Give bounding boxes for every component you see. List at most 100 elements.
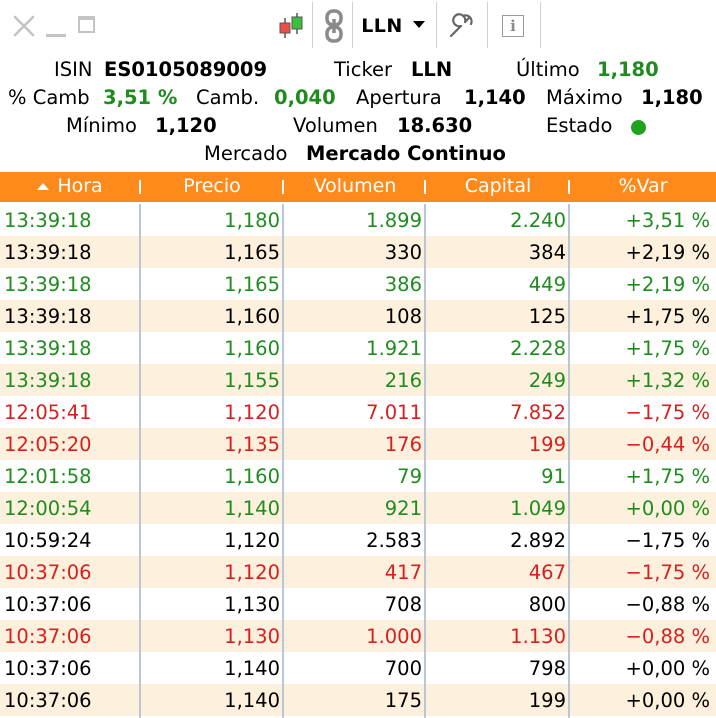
wrench-icon[interactable]	[440, 0, 482, 52]
cell-pct-var: +0,00 %	[625, 497, 710, 520]
cell-capital: 1.049	[510, 497, 566, 520]
change-value: 0,040	[274, 86, 336, 109]
cell-volume: 7.011	[366, 401, 422, 424]
cell-price: 1,140	[224, 689, 280, 712]
cell-volume: 176	[384, 433, 422, 456]
toolbar-separator	[436, 2, 437, 48]
mercado-value: Mercado Continuo	[306, 142, 506, 165]
sort-ascending-icon	[37, 183, 50, 190]
cell-capital: 2.228	[510, 337, 566, 360]
cell-capital: 199	[528, 433, 566, 456]
header-separator	[282, 180, 284, 194]
table-row[interactable]: 12:05:20 1,135 176 199 −0,44 %	[0, 428, 716, 460]
column-header-precio[interactable]: Precio	[142, 172, 282, 202]
table-row[interactable]: 12:01:58 1,160 79 91 +1,75 %	[0, 460, 716, 492]
cell-price: 1,155	[224, 369, 280, 392]
isin-label: ISIN	[54, 58, 93, 81]
cell-time: 13:39:18	[4, 209, 92, 232]
cell-capital: 125	[528, 305, 566, 328]
toolbar-separator	[312, 2, 313, 48]
table-row[interactable]: 10:37:06 1,130 1.000 1.130 −0,88 %	[0, 620, 716, 652]
table-row[interactable]: 10:37:06 1,120 417 467 −1,75 %	[0, 556, 716, 588]
pct-change-value: 3,51 %	[103, 86, 178, 109]
cell-volume: 417	[384, 561, 422, 584]
column-header-hora-label: Hora	[57, 175, 103, 197]
volumen-value: 18.630	[397, 114, 473, 137]
cell-pct-var: +1,75 %	[625, 465, 710, 488]
cell-price: 1,120	[224, 401, 280, 424]
column-header-capital[interactable]: Capital	[426, 172, 570, 202]
cell-price: 1,165	[224, 241, 280, 264]
info-icon[interactable]: i	[490, 0, 536, 52]
cell-pct-var: −0,88 %	[625, 593, 710, 616]
column-header-volumen[interactable]: Volumen	[284, 172, 426, 202]
table-row[interactable]: 13:39:18 1,160 1.921 2.228 +1,75 %	[0, 332, 716, 364]
table-row[interactable]: 13:39:18 1,180 1.899 2.240 +3,51 %	[0, 204, 716, 236]
column-header-hora[interactable]: Hora	[0, 172, 140, 202]
table-row[interactable]: 12:05:41 1,120 7.011 7.852 −1,75 %	[0, 396, 716, 428]
cell-pct-var: −0,44 %	[625, 433, 710, 456]
cell-volume: 708	[384, 593, 422, 616]
cell-volume: 921	[384, 497, 422, 520]
table-row[interactable]: 10:37:06 1,130 708 800 −0,88 %	[0, 588, 716, 620]
summary-row-1: ISIN ES0105089009 Ticker LLN Último 1,18…	[0, 58, 716, 84]
cell-capital: 91	[541, 465, 566, 488]
cell-price: 1,160	[224, 305, 280, 328]
table-row[interactable]: 10:37:06 1,140 175 199 +0,00 %	[0, 684, 716, 716]
link-icon[interactable]	[318, 0, 350, 52]
column-header-capital-label: Capital	[464, 175, 532, 197]
cell-capital: 384	[528, 241, 566, 264]
cell-capital: 800	[528, 593, 566, 616]
summary-row-2: % Camb 3,51 % Camb. 0,040 Apertura 1,140…	[0, 86, 716, 112]
cell-volume: 1.000	[366, 625, 422, 648]
column-divider	[424, 204, 426, 718]
cell-capital: 1.130	[510, 625, 566, 648]
cell-time: 13:39:18	[4, 337, 92, 360]
cell-volume: 386	[384, 273, 422, 296]
column-divider	[282, 204, 284, 718]
table-row[interactable]: 12:00:54 1,140 921 1.049 +0,00 %	[0, 492, 716, 524]
table-row[interactable]: 13:39:18 1,155 216 249 +1,32 %	[0, 364, 716, 396]
cell-price: 1,160	[224, 465, 280, 488]
trades-table-body: 13:39:18 1,180 1.899 2.240 +3,51 % 13:39:18 1,…	[0, 204, 716, 716]
column-divider	[568, 204, 570, 718]
toolbar-separator	[487, 2, 488, 48]
cell-price: 1,180	[224, 209, 280, 232]
apertura-label: Apertura	[356, 86, 442, 109]
table-row[interactable]: 10:37:06 1,140 700 798 +0,00 %	[0, 652, 716, 684]
cell-pct-var: +1,75 %	[625, 337, 710, 360]
cell-volume: 330	[384, 241, 422, 264]
maximize-icon[interactable]	[78, 16, 95, 33]
table-row[interactable]: 13:39:18 1,165 330 384 +2,19 %	[0, 236, 716, 268]
cell-pct-var: +0,00 %	[625, 657, 710, 680]
cell-pct-var: −1,75 %	[625, 529, 710, 552]
toolbar: LLN i	[0, 0, 716, 52]
ultimo-value: 1,180	[597, 58, 659, 81]
cell-pct-var: +2,19 %	[625, 273, 710, 296]
cell-time: 12:00:54	[4, 497, 92, 520]
cell-price: 1,140	[224, 657, 280, 680]
cell-price: 1,135	[224, 433, 280, 456]
pct-change-label: % Camb	[8, 86, 90, 109]
table-row[interactable]: 13:39:18 1,160 108 125 +1,75 %	[0, 300, 716, 332]
table-row[interactable]: 13:39:18 1,165 386 449 +2,19 %	[0, 268, 716, 300]
minimo-value: 1,120	[155, 114, 217, 137]
cell-time: 10:37:06	[4, 625, 92, 648]
minimize-icon[interactable]	[46, 34, 66, 37]
close-icon[interactable]	[12, 14, 36, 38]
candlestick-chart-icon[interactable]	[274, 0, 308, 52]
minimo-label: Mínimo	[66, 114, 137, 137]
cell-capital: 2.892	[510, 529, 566, 552]
cell-volume: 216	[384, 369, 422, 392]
column-header-var[interactable]: %Var	[570, 172, 716, 202]
summary-row-3: Mínimo 1,120 Volumen 18.630 Estado	[0, 114, 716, 140]
table-row[interactable]: 10:59:24 1,120 2.583 2.892 −1,75 %	[0, 524, 716, 556]
ticker-value: LLN	[411, 58, 453, 81]
cell-capital: 449	[528, 273, 566, 296]
cell-pct-var: −1,75 %	[625, 401, 710, 424]
cell-time: 13:39:18	[4, 273, 92, 296]
cell-pct-var: +3,51 %	[625, 209, 710, 232]
ticker-dropdown[interactable]: LLN	[352, 0, 434, 52]
info-icon-glyph: i	[502, 15, 524, 37]
cell-price: 1,120	[224, 529, 280, 552]
